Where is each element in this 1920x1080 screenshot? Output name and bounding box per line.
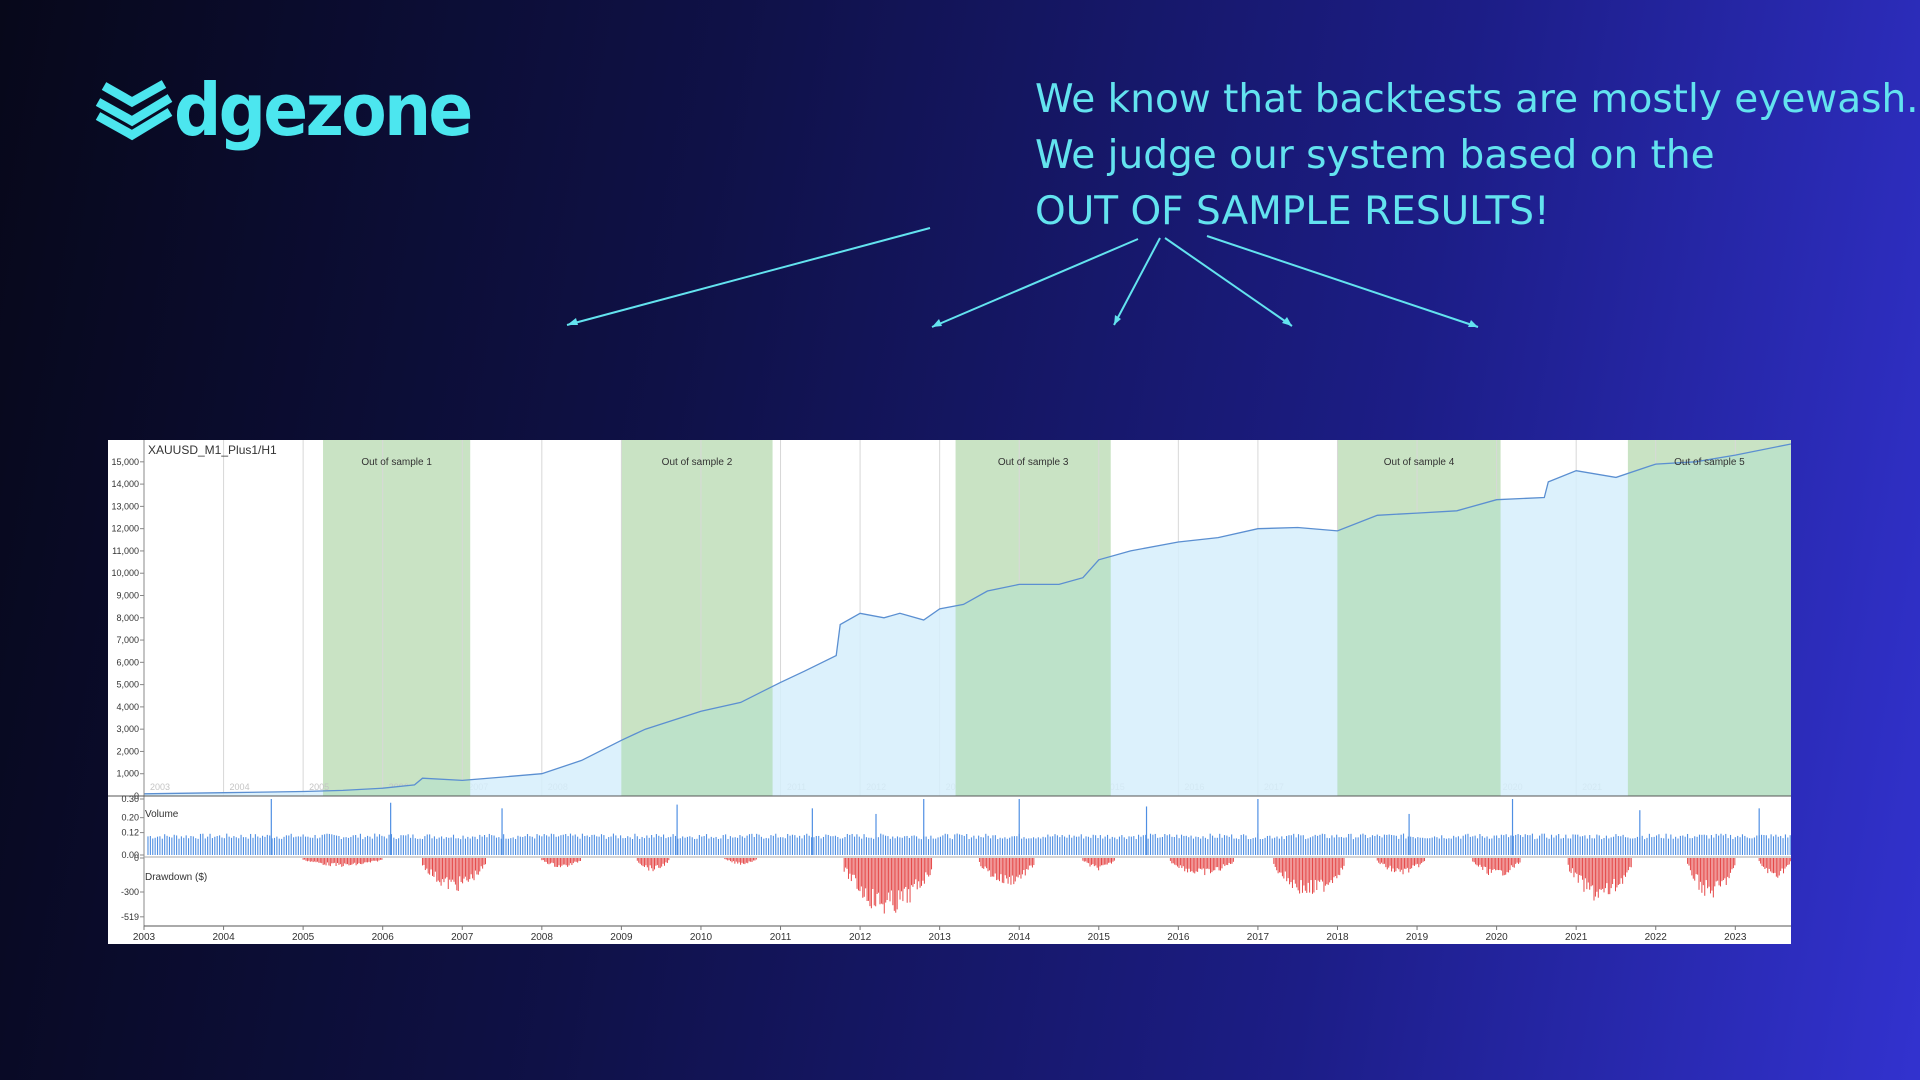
equity-ytick-label-12000: 12,000 — [111, 524, 139, 534]
xtick-label-2013: 2013 — [929, 932, 952, 943]
equity-ytick-label-8000: 8,000 — [116, 613, 139, 623]
volume-label: Volume — [145, 809, 179, 820]
volume-ytick-label-0: 0.30 — [121, 794, 139, 804]
equity-ytick-label-3000: 3,000 — [116, 724, 139, 734]
drawdown-ytick-label-0: 0 — [134, 853, 139, 863]
equity-line — [143, 443, 1791, 795]
edgezone-logo: dgezone — [88, 68, 473, 156]
headline-line-1: We know that backtests are mostly eyewas… — [1035, 77, 1919, 122]
chart-title: XAUUSD_M1_Plus1/H1 — [148, 443, 277, 457]
xtick-label-2007: 2007 — [451, 932, 474, 943]
oos-label-3: Out of sample 3 — [998, 457, 1069, 468]
equity-ytick-label-2000: 2,000 — [116, 746, 139, 756]
xtick-label-2015: 2015 — [1088, 932, 1111, 943]
xtick-label-2019: 2019 — [1406, 932, 1429, 943]
volume-ytick-label-2: 0.12 — [121, 828, 139, 838]
equity-area-oos-4 — [1337, 499, 1501, 796]
equity-ytick-label-11000: 11,000 — [112, 546, 139, 556]
equity-year-label-2004: 2004 — [230, 782, 250, 792]
equity-ytick-label-6000: 6,000 — [116, 657, 139, 667]
equity-ytick-label-9000: 9,000 — [116, 590, 139, 600]
xtick-label-2020: 2020 — [1485, 932, 1508, 943]
equity-area-oos-3 — [955, 556, 1111, 796]
headline-line-3: OUT OF SAMPLE RESULTS! — [1035, 189, 1550, 234]
logo-stack-icon — [95, 80, 173, 141]
headline: We know that backtests are mostly eyewas… — [1035, 72, 1919, 240]
arrow-2 — [931, 238, 1139, 328]
arrow-3 — [1113, 237, 1161, 326]
xtick-label-2010: 2010 — [690, 932, 713, 943]
equity-area-oos-5 — [1627, 444, 1791, 796]
pointer-arrows — [566, 227, 1479, 328]
equity-ytick-label-7000: 7,000 — [116, 635, 139, 645]
xtick-label-2003: 2003 — [133, 932, 156, 943]
drawdown-label: Drawdown ($) — [145, 872, 207, 883]
xtick-label-2014: 2014 — [1008, 932, 1031, 943]
equity-ytick-label-10000: 10,000 — [111, 568, 139, 578]
xtick-label-2021: 2021 — [1565, 932, 1588, 943]
logo-wordmark: dgezone — [174, 68, 473, 152]
oos-label-4: Out of sample 4 — [1384, 457, 1455, 468]
xtick-label-2023: 2023 — [1724, 932, 1747, 943]
xtick-label-2012: 2012 — [849, 932, 872, 943]
oos-label-5: Out of sample 5 — [1674, 457, 1745, 468]
volume-ytick-label-1: 0.20 — [121, 813, 139, 823]
oos-band-1 — [323, 440, 471, 796]
xtick-label-2018: 2018 — [1326, 932, 1349, 943]
xtick-label-2006: 2006 — [372, 932, 395, 943]
equity-year-label-2005: 2005 — [309, 782, 329, 792]
xtick-label-2016: 2016 — [1167, 932, 1190, 943]
drawdown-ytick-label-2: -519 — [121, 912, 139, 922]
equity-ytick-label-5000: 5,000 — [116, 680, 139, 690]
drawdown-ytick-label-1: -300 — [121, 887, 139, 897]
arrow-5 — [1206, 235, 1479, 328]
xtick-label-2004: 2004 — [212, 932, 235, 943]
oos-label-1: Out of sample 1 — [361, 457, 432, 468]
xtick-label-2008: 2008 — [531, 932, 554, 943]
backtest-chart-svg: 2003 2004 2005 2006 2007 2008 2009 2010 2011 2012… — [108, 440, 1791, 943]
equity-ytick-label-13000: 13,000 — [111, 501, 139, 511]
backtest-chart: 2003 2004 2005 2006 2007 2008 2009 2010 2011 2012… — [108, 440, 1791, 944]
equity-ytick-label-1000: 1,000 — [116, 769, 139, 779]
equity-year-label-2003: 2003 — [150, 782, 170, 792]
equity-ytick-label-4000: 4,000 — [116, 702, 139, 712]
equity-ytick-label-15000: 15,000 — [111, 457, 139, 467]
equity-area-oos-2 — [621, 686, 773, 796]
oos-label-2: Out of sample 2 — [662, 457, 733, 468]
xtick-label-2017: 2017 — [1247, 932, 1270, 943]
headline-line-2: We judge our system based on the — [1035, 133, 1715, 178]
xtick-label-2009: 2009 — [610, 932, 633, 943]
xtick-label-2005: 2005 — [292, 932, 315, 943]
xtick-label-2022: 2022 — [1645, 932, 1668, 943]
equity-ytick-label-14000: 14,000 — [111, 479, 139, 489]
arrow-4 — [1164, 237, 1293, 327]
volume-ytick-label-3: 0.00 — [121, 850, 139, 860]
arrow-1 — [566, 227, 931, 326]
xtick-label-2011: 2011 — [770, 932, 792, 943]
